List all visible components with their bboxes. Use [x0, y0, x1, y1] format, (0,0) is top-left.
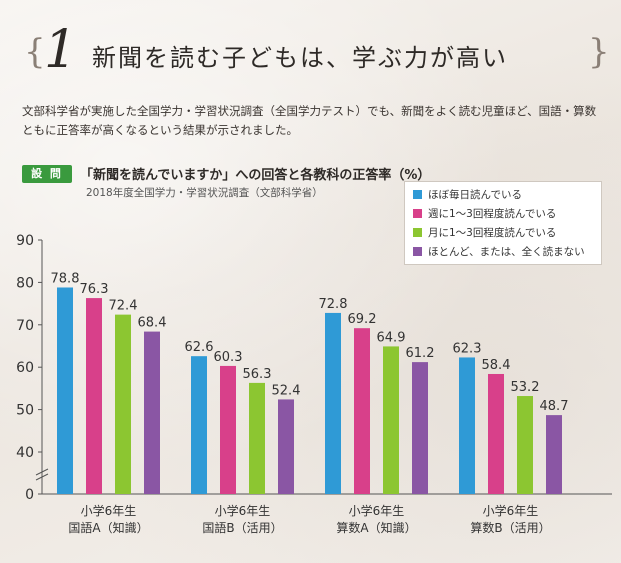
- bar: [220, 365, 236, 494]
- bar: [249, 382, 265, 494]
- y-tick-label: 50: [16, 403, 34, 419]
- legend-swatch-daily: [413, 189, 422, 199]
- bar-value-label: 60.3: [214, 350, 243, 365]
- y-tick-label: 60: [16, 360, 34, 376]
- bar: [488, 373, 504, 494]
- bar-value-label: 48.7: [540, 399, 569, 414]
- category-label: 国語B（活用）: [202, 520, 282, 535]
- legend-label-rarely: ほとんど、または、全く読まない: [428, 245, 585, 258]
- bar-value-label: 58.4: [482, 358, 511, 373]
- section-number: 1: [44, 20, 78, 80]
- question-text: 「新聞を読んでいますか」への回答と各教科の正答率（%）: [80, 168, 431, 183]
- intro-text: 文部科学省が実施した全国学力・学習状況調査（全国学力テスト）でも、新聞をよく読む…: [22, 104, 597, 137]
- category-label: 算数A（知識）: [336, 520, 416, 535]
- bar-value-label: 61.2: [406, 346, 435, 361]
- bar: [412, 362, 428, 494]
- y-tick-label: 90: [16, 233, 34, 249]
- y-tick-label: 80: [16, 275, 34, 291]
- chart-legend: ほぼ毎日読んでいる 週に1〜3回程度読んでいる 月に1〜3回程度読んでいる ほと…: [404, 181, 602, 265]
- bar-value-label: 62.6: [185, 340, 214, 355]
- bar-value-label: 52.4: [272, 383, 301, 398]
- bar: [546, 415, 562, 494]
- bar: [459, 357, 475, 494]
- axis-break-mark: [35, 468, 49, 476]
- legend-swatch-weekly: [413, 208, 422, 218]
- bar: [191, 356, 207, 494]
- bar-value-label: 78.8: [51, 271, 80, 286]
- legend-item-monthly: 月に1〜3回程度読んでいる: [413, 224, 556, 240]
- page-title: 新聞を読む子どもは、学ぶ力が高い: [92, 44, 508, 72]
- legend-swatch-monthly: [413, 227, 422, 237]
- category-label: 小学6年生: [215, 503, 271, 518]
- legend-label-monthly: 月に1〜3回程度読んでいる: [428, 226, 557, 239]
- source-caption: 2018年度全国学力・学習状況調査（文部科学省）: [86, 187, 323, 199]
- left-brace-ornament: {: [24, 32, 46, 72]
- bar-value-label: 76.3: [80, 282, 109, 297]
- question-badge: 設 問: [22, 165, 72, 183]
- bar-value-label: 72.8: [319, 297, 348, 312]
- bar: [57, 287, 73, 494]
- bar: [144, 331, 160, 494]
- legend-label-weekly: 週に1〜3回程度読んでいる: [428, 207, 557, 220]
- legend-item-rarely: ほとんど、または、全く読まない: [413, 243, 585, 259]
- legend-swatch-rarely: [413, 246, 422, 256]
- bar-value-label: 68.4: [138, 316, 167, 331]
- bar-value-label: 69.2: [348, 312, 377, 327]
- bar: [278, 399, 294, 494]
- bar: [354, 328, 370, 494]
- bar-value-label: 62.3: [453, 341, 482, 356]
- header: { 1 新聞を読む子どもは、学ぶ力が高い }: [0, 18, 621, 80]
- bar: [115, 314, 131, 494]
- category-label: 小学6年生: [349, 503, 405, 518]
- bar-value-label: 56.3: [243, 367, 272, 382]
- category-label: 小学6年生: [483, 503, 539, 518]
- legend-label-daily: ほぼ毎日読んでいる: [428, 188, 522, 201]
- right-brace-ornament: }: [588, 32, 610, 72]
- axis-break-mark: [35, 473, 49, 481]
- bar: [383, 346, 399, 494]
- legend-item-weekly: 週に1〜3回程度読んでいる: [413, 205, 556, 221]
- y-tick-label: 70: [16, 318, 34, 334]
- category-label: 算数B（活用）: [470, 520, 550, 535]
- bar: [517, 396, 533, 494]
- bar-value-label: 64.9: [377, 330, 406, 345]
- bar: [325, 312, 341, 494]
- y-tick-label: 40: [16, 445, 34, 461]
- bar-value-label: 72.4: [109, 299, 138, 314]
- category-label: 小学6年生: [81, 503, 137, 518]
- bar-value-label: 53.2: [511, 380, 540, 395]
- category-label: 国語A（知識）: [68, 520, 148, 535]
- y-tick-label: 0: [25, 487, 34, 503]
- bar: [86, 298, 102, 494]
- legend-item-daily: ほぼ毎日読んでいる: [413, 186, 522, 202]
